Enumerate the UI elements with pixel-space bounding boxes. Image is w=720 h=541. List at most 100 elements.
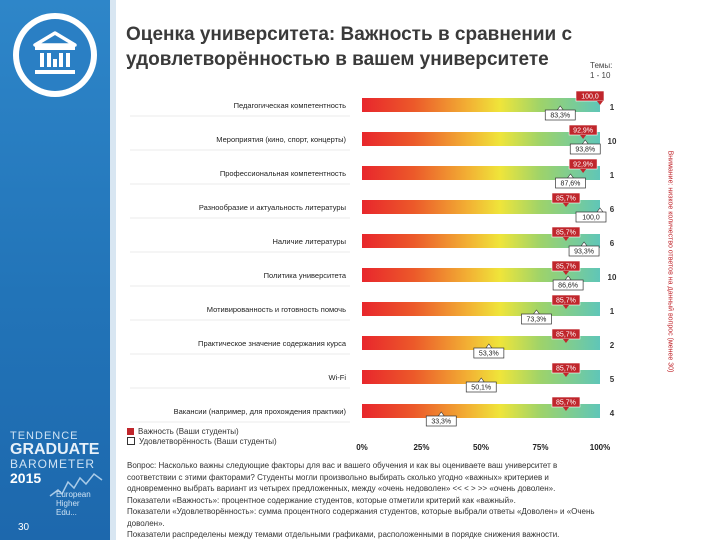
theme-number: 10 bbox=[608, 273, 617, 282]
satisfaction-value: 53,3% bbox=[479, 351, 499, 358]
satisfaction-marker bbox=[569, 143, 601, 155]
scale-bar bbox=[362, 370, 600, 384]
importance-marker bbox=[551, 294, 581, 306]
category-label: Педагогическая компетентность bbox=[234, 101, 346, 110]
satisfaction-pointer bbox=[556, 105, 564, 111]
importance-marker bbox=[568, 124, 598, 136]
importance-value: 92,9% bbox=[573, 128, 593, 135]
importance-pointer bbox=[597, 101, 603, 105]
scale-bar bbox=[362, 234, 600, 248]
theme-number: 2 bbox=[610, 341, 615, 350]
scale-bar bbox=[362, 336, 600, 350]
theme-number: 1 bbox=[610, 171, 615, 180]
satisfaction-value: 86,6% bbox=[558, 283, 578, 290]
satisfaction-pointer bbox=[532, 309, 541, 315]
satisfaction-marker bbox=[555, 177, 586, 189]
importance-pointer bbox=[562, 237, 569, 241]
brand-line-2: GRADUATE bbox=[10, 441, 100, 458]
satisfaction-value: 33,3% bbox=[431, 419, 451, 426]
theme-number: 1 bbox=[610, 103, 615, 112]
category-label: Политика университета bbox=[264, 271, 347, 280]
importance-pointer bbox=[562, 339, 569, 343]
question-text: Вопрос: Насколько важны следующие фактор… bbox=[127, 461, 595, 539]
importance-value: 100,0 bbox=[581, 94, 599, 101]
scale-bar bbox=[362, 200, 600, 214]
brand-year: 2015 bbox=[10, 470, 42, 486]
category-label: Практическое значение содержания курса bbox=[198, 339, 347, 348]
importance-marker bbox=[551, 226, 581, 238]
importance-pointer bbox=[562, 373, 569, 377]
importance-value: 85,7% bbox=[556, 400, 576, 407]
importance-pointer bbox=[580, 135, 587, 139]
importance-marker bbox=[551, 192, 581, 204]
brand-line-3: BAROMETER bbox=[10, 457, 96, 471]
importance-marker bbox=[575, 90, 605, 102]
theme-number: 4 bbox=[610, 409, 615, 418]
importance-pointer bbox=[562, 271, 569, 275]
satisfaction-marker bbox=[544, 109, 576, 121]
category-label: Мотивированность и готовность помочь bbox=[207, 305, 346, 314]
satisfaction-pointer bbox=[580, 241, 588, 247]
legend-satisfaction: Удовлетворённость (Ваши студенты) bbox=[127, 437, 277, 447]
theme-number: 1 bbox=[610, 307, 615, 316]
satisfaction-value: 93,8% bbox=[575, 147, 595, 154]
university-logo bbox=[13, 13, 97, 97]
importance-marker bbox=[551, 328, 581, 340]
brand-wave-icon bbox=[49, 472, 103, 497]
satisfaction-pointer bbox=[485, 343, 493, 349]
page-number: 30 bbox=[18, 522, 30, 533]
satisfaction-marker bbox=[575, 211, 607, 223]
importance-pointer bbox=[562, 305, 569, 309]
legend-importance-swatch bbox=[127, 428, 134, 435]
scale-bar bbox=[362, 404, 600, 418]
satisfaction-marker bbox=[473, 347, 505, 359]
importance-pointer bbox=[562, 203, 569, 207]
importance-marker bbox=[551, 260, 581, 272]
importance-value: 85,7% bbox=[556, 332, 576, 339]
satisfaction-pointer bbox=[477, 377, 485, 383]
satisfaction-marker bbox=[465, 381, 497, 393]
satisfaction-marker bbox=[521, 313, 552, 325]
satisfaction-pointer bbox=[437, 411, 445, 417]
satisfaction-pointer bbox=[596, 207, 604, 213]
category-label: Мероприятия (кино, спорт, концерты) bbox=[216, 135, 346, 144]
x-tick-label: 0% bbox=[356, 443, 368, 452]
x-tick-label: 25% bbox=[413, 443, 429, 452]
category-label: Wi-Fi bbox=[329, 373, 347, 382]
importance-marker bbox=[551, 396, 581, 408]
importance-pointer bbox=[562, 407, 569, 411]
importance-value: 85,7% bbox=[556, 366, 576, 373]
satisfaction-value: 100,0 bbox=[582, 215, 600, 222]
x-tick-label: 50% bbox=[473, 443, 489, 452]
category-label: Профессиональная компетентность bbox=[220, 169, 346, 178]
low-responses-note: Внимание: низкое количество ответов на д… bbox=[666, 150, 674, 373]
theme-number: 6 bbox=[610, 239, 615, 248]
satisfaction-pointer bbox=[564, 275, 572, 281]
importance-value: 92,9% bbox=[573, 162, 593, 169]
importance-marker bbox=[551, 362, 581, 374]
university-building-icon bbox=[19, 19, 91, 91]
brand-line-1: TENDENCE bbox=[10, 430, 79, 442]
x-tick-label: 100% bbox=[590, 443, 610, 452]
themes-label: Темы: 1 - 10 bbox=[590, 61, 613, 80]
importance-value: 85,7% bbox=[556, 230, 576, 237]
importance-pointer bbox=[580, 169, 587, 173]
legend-importance: Важность (Ваши студенты) bbox=[127, 427, 277, 437]
scale-bar bbox=[362, 302, 600, 316]
category-label: Разнообразие и актуальность литературы bbox=[199, 203, 346, 212]
theme-number: 10 bbox=[608, 137, 617, 146]
importance-marker bbox=[568, 158, 598, 170]
category-label: Наличие литературы bbox=[272, 237, 346, 246]
page-title: Оценка университета: Важность в сравнени… bbox=[126, 24, 573, 70]
satisfaction-value: 83,3% bbox=[550, 113, 570, 120]
importance-value: 85,7% bbox=[556, 196, 576, 203]
scale-bar bbox=[362, 166, 600, 180]
scale-bar bbox=[362, 268, 600, 282]
sidebar-stripe bbox=[110, 0, 116, 540]
legend-satisfaction-swatch bbox=[127, 437, 135, 445]
satisfaction-marker bbox=[425, 415, 457, 427]
importance-value: 85,7% bbox=[556, 264, 576, 271]
satisfaction-value: 93,3% bbox=[574, 249, 594, 256]
x-tick-label: 75% bbox=[532, 443, 548, 452]
satisfaction-value: 73,3% bbox=[527, 317, 547, 324]
